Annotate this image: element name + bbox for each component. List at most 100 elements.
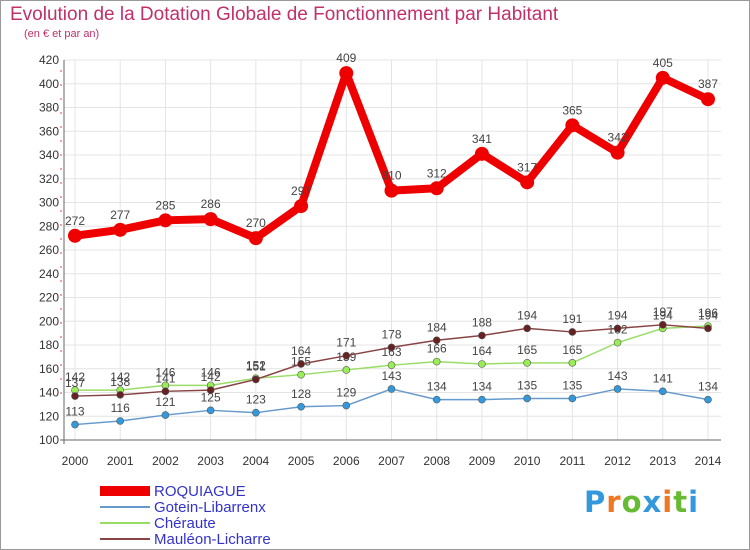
- data-label: 121: [155, 395, 175, 409]
- data-point: [704, 395, 712, 404]
- data-label: 194: [698, 308, 718, 322]
- data-point: [384, 183, 399, 198]
- legend-label: Chéraute: [154, 514, 216, 532]
- data-point: [206, 406, 215, 415]
- x-tick-label: 2000: [62, 454, 89, 468]
- data-label: 270: [246, 216, 266, 230]
- legend-item: Gotein-Libarrenx: [100, 499, 271, 516]
- data-label: 365: [562, 103, 582, 117]
- data-point: [387, 343, 396, 352]
- data-label: 134: [698, 380, 718, 394]
- y-tick-label: 240: [39, 267, 59, 281]
- data-label: 409: [336, 51, 356, 65]
- data-point: [655, 70, 670, 85]
- data-point: [158, 213, 173, 228]
- data-label: 341: [472, 132, 492, 146]
- data-label: 113: [65, 405, 84, 419]
- data-label: 116: [111, 401, 130, 415]
- logo-letter: o: [621, 485, 643, 519]
- x-tick-label: 2011: [559, 454, 585, 468]
- data-point: [613, 338, 622, 347]
- data-point: [71, 420, 79, 429]
- logo-letter: t: [673, 485, 689, 519]
- data-point: [432, 336, 441, 345]
- logo-letter: i: [662, 485, 674, 519]
- x-tick-label: 2007: [378, 454, 405, 468]
- data-point: [568, 394, 577, 403]
- x-tick-label: 2014: [695, 454, 722, 468]
- data-label: 164: [291, 344, 311, 358]
- data-point: [613, 385, 622, 393]
- x-tick-label: 2001: [107, 454, 134, 468]
- x-tick-label: 2013: [649, 454, 676, 468]
- data-point: [342, 351, 351, 360]
- data-point: [432, 395, 441, 404]
- y-tick-label: 260: [39, 243, 59, 257]
- data-label: 342: [608, 131, 628, 145]
- x-tick-label: 2009: [469, 454, 496, 468]
- data-label: 277: [110, 208, 130, 222]
- data-label: 194: [517, 308, 537, 322]
- legend-swatch: [100, 538, 150, 540]
- data-point: [610, 145, 625, 160]
- data-point: [116, 391, 125, 399]
- data-label: 138: [110, 375, 130, 389]
- data-point: [658, 321, 667, 329]
- logo-letter: i: [688, 485, 700, 519]
- data-point: [429, 181, 444, 196]
- chart-legend: ROQUIAGUE Gotein-Libarrenx Chéraute Maul…: [100, 482, 271, 548]
- data-point: [294, 199, 309, 214]
- data-point: [704, 324, 712, 333]
- data-label: 143: [381, 369, 401, 383]
- data-label: 142: [110, 370, 130, 384]
- legend-item: ROQUIAGUE: [100, 482, 271, 500]
- data-label: 142: [65, 370, 85, 384]
- data-point: [565, 118, 580, 133]
- data-label: 387: [698, 77, 718, 91]
- data-point: [71, 392, 79, 400]
- data-label: 143: [608, 369, 628, 383]
- data-point: [161, 411, 170, 419]
- legend-swatch: [100, 486, 150, 496]
- data-point: [387, 385, 396, 393]
- data-label: 196: [698, 306, 718, 320]
- y-tick-label: 400: [39, 77, 59, 91]
- data-label: 197: [653, 305, 673, 319]
- y-tick-label: 420: [39, 53, 59, 67]
- data-point: [658, 387, 667, 396]
- data-label: 184: [427, 320, 447, 334]
- data-point: [523, 359, 531, 367]
- data-label: 285: [155, 198, 175, 212]
- data-point: [474, 146, 489, 161]
- chart-title: Evolution de la Dotation Globale de Fonc…: [10, 4, 559, 25]
- data-label: 317: [517, 160, 537, 174]
- data-point: [478, 395, 486, 404]
- logo-letter: P: [584, 485, 607, 519]
- data-label: 194: [653, 308, 673, 322]
- data-label: 137: [65, 376, 85, 390]
- legend-label: Mauléon-Licharre: [154, 530, 271, 548]
- y-tick-label: 300: [39, 196, 59, 210]
- data-label: 310: [381, 169, 401, 183]
- x-tick-label: 2005: [288, 454, 315, 468]
- legend-label: ROQUIAGUE: [154, 482, 246, 500]
- data-label: 191: [562, 312, 582, 326]
- data-label: 146: [155, 365, 175, 379]
- data-label: 165: [562, 343, 582, 357]
- proxiti-logo: Proxiti: [584, 485, 699, 519]
- data-label: 286: [201, 197, 221, 211]
- legend-item: Chéraute: [100, 514, 271, 532]
- data-point: [568, 328, 577, 336]
- x-tick-label: 2006: [333, 454, 360, 468]
- x-tick-label: 2003: [197, 454, 224, 468]
- data-point: [613, 324, 622, 333]
- data-label: 128: [291, 387, 311, 401]
- data-label: 166: [427, 342, 447, 356]
- data-point: [339, 66, 354, 81]
- data-point: [297, 360, 305, 368]
- y-tick-label: 220: [39, 291, 59, 305]
- data-label: 141: [155, 371, 175, 385]
- data-point: [568, 359, 577, 367]
- data-label: 146: [201, 365, 221, 379]
